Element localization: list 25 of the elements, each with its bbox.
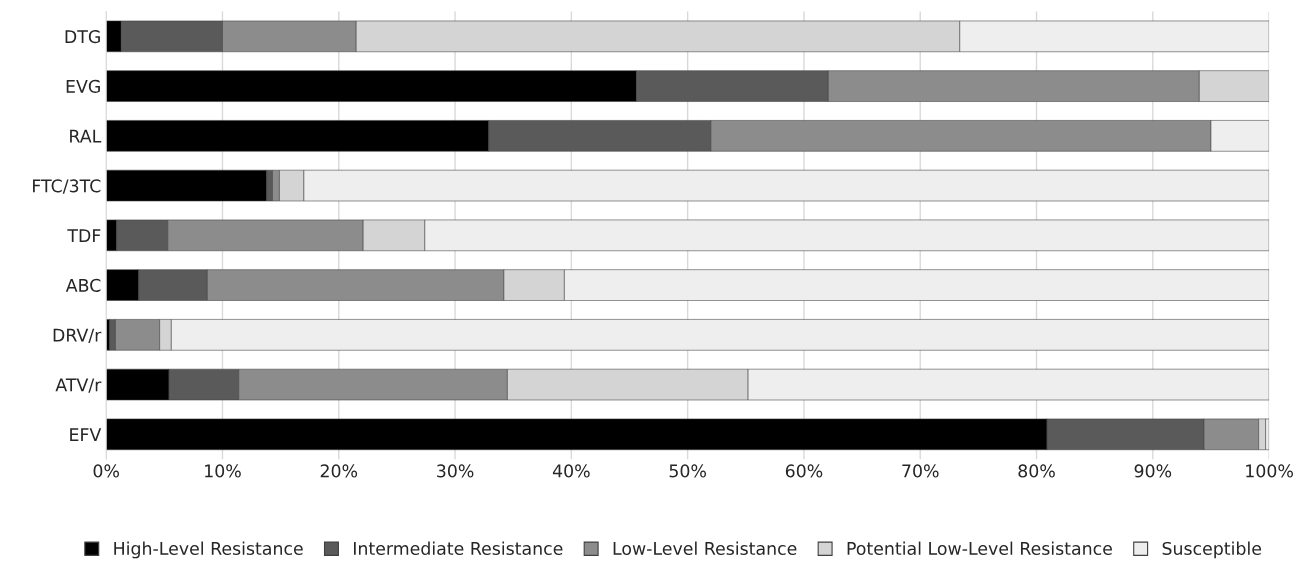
x-tick-label: 80% (1018, 464, 1055, 478)
legend-label: Susceptible (1162, 541, 1262, 559)
y-tick-label: EFV (70, 428, 102, 441)
y-tick-label: ABC (65, 278, 101, 292)
x-tick-label: 40% (552, 464, 590, 478)
x-tick-label: 50% (669, 464, 706, 478)
x-tick-label: 0% (93, 464, 119, 478)
x-tick-label: 60% (785, 464, 823, 478)
x-tick-label: 100% (1246, 464, 1293, 478)
x-tick-label: 20% (320, 464, 358, 478)
legend-label: Intermediate Resistance (354, 541, 563, 556)
y-tick-label: FTC/3TC (33, 179, 101, 194)
x-tick-label: 10% (205, 464, 241, 478)
y-tick-label: DTG (65, 30, 100, 44)
legend-label: High-Level Resistance (114, 541, 303, 559)
legend-label: Low-Level Resistance (613, 541, 797, 556)
x-tick-label: 70% (902, 464, 939, 478)
y-tick-label: TDF (67, 229, 101, 242)
x-tick-label: 30% (437, 464, 474, 478)
y-tick-label: RAL (70, 129, 102, 143)
y-tick-label: ATV/r (55, 378, 102, 393)
y-tick-label: EVG (66, 79, 100, 93)
x-tick-label: 90% (1134, 464, 1172, 478)
legend-label: Potential Low-Level Resistance (847, 541, 1112, 556)
y-tick-label: DRV/r (53, 328, 102, 344)
